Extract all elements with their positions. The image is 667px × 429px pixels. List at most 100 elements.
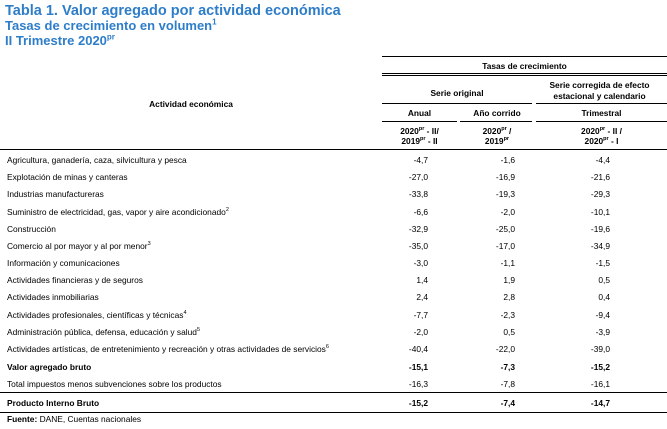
activity-label: Agricultura, ganadería, caza, silvicultu… — [7, 155, 187, 165]
period-quarter: - I — [608, 136, 619, 146]
value-anual: -15,2 — [408, 398, 428, 408]
footnote-ref: 1 — [212, 17, 217, 27]
total-rule — [0, 392, 667, 393]
preliminary-mark: pr — [603, 136, 609, 143]
table-bottom-rule — [0, 412, 667, 413]
footnote-ref: 2 — [225, 207, 229, 214]
period-quarter: - II / — [605, 126, 622, 136]
preliminary-mark: pr — [599, 126, 606, 133]
value-anual: -2,0 — [413, 327, 428, 337]
activity-label: Actividades financieras y de seguros — [7, 275, 143, 285]
table-title: Tabla 1. Valor agregado por actividad ec… — [5, 3, 341, 19]
table-row: Total impuestos menos subvenciones sobre… — [0, 376, 667, 393]
preliminary-mark: pr — [501, 126, 507, 133]
value-anual: -16,3 — [408, 379, 428, 389]
value-anual: -35,0 — [408, 241, 428, 251]
activity-name: Comercio al por mayor y al por menor3 — [7, 241, 151, 251]
activity-name: Actividades artísticas, de entretenimien… — [7, 344, 329, 354]
value-trimestral: -4,4 — [595, 155, 610, 165]
period-anual: 2020pr - II/ 2019pr - II — [382, 126, 457, 146]
value-anual: -32,9 — [408, 224, 428, 234]
header-rule — [536, 121, 667, 122]
period-year: 2020 — [581, 126, 600, 136]
value-trimestral: 0,4 — [598, 292, 610, 302]
table-row: Actividades artísticas, de entretenimien… — [0, 341, 667, 358]
activity-name: Producto Interno Bruto — [7, 398, 99, 408]
activity-name: Total impuestos menos subvenciones sobre… — [7, 379, 222, 389]
period-year: 2020 — [400, 126, 419, 136]
table-row: Valor agregado bruto -15,1 -7,3 -15,2 — [0, 359, 667, 376]
value-ano-corrido: -16,9 — [495, 172, 515, 182]
value-trimestral: -16,1 — [590, 379, 610, 389]
value-anual: -40,4 — [408, 344, 428, 354]
footnote-ref: 5 — [196, 327, 201, 334]
value-trimestral: -10,1 — [590, 207, 610, 217]
activity-name: Actividades inmobiliarias — [7, 292, 99, 302]
header-trimestral: Trimestral — [581, 108, 622, 118]
value-trimestral: -1,5 — [595, 258, 610, 268]
preliminary-mark: pr — [418, 126, 425, 133]
source-text: DANE, Cuentas nacionales — [37, 414, 142, 424]
table-row: Agricultura, ganadería, caza, silvicultu… — [0, 152, 667, 169]
value-ano-corrido: 1,9 — [503, 275, 515, 285]
value-trimestral: -3,9 — [595, 327, 610, 337]
table-row: Producto Interno Bruto -15,2 -7,4 -14,7 — [0, 395, 667, 412]
header-rule — [382, 75, 667, 76]
header-anual: Anual — [407, 108, 432, 118]
value-ano-corrido: -22,0 — [495, 344, 515, 354]
period-trimestral: 2020pr - II / 2020pr - I — [536, 126, 667, 146]
header-serie-original: Serie original — [430, 88, 484, 98]
period-year: 2019 — [484, 136, 504, 146]
header-ano-corrido: Año corrido — [473, 108, 521, 118]
header-rule — [382, 121, 457, 122]
value-anual: -15,1 — [408, 362, 428, 372]
footnote-ref: 3 — [147, 241, 151, 248]
period-text: II Trimestre 2020 — [5, 32, 107, 48]
value-trimestral: -9,4 — [595, 310, 610, 320]
period-year: 2020 — [482, 126, 502, 136]
header-bottom-rule — [0, 149, 667, 150]
value-trimestral: 0,5 — [598, 275, 610, 285]
activity-label: Comercio al por mayor y al por menor — [7, 241, 148, 251]
footnote-ref: 4 — [183, 310, 187, 317]
preliminary-mark: pr — [503, 136, 510, 143]
activity-name: Información y comunicaciones — [7, 258, 120, 268]
period-year: 2019 — [401, 136, 421, 146]
value-anual: -4,7 — [413, 155, 428, 165]
value-ano-corrido: 0,5 — [503, 327, 515, 337]
activity-name: Actividades profesionales, científicas y… — [7, 310, 187, 320]
value-trimestral: -14,7 — [590, 398, 610, 408]
period-ano-corrido: 2020pr / 2019pr — [460, 126, 534, 146]
value-trimestral: -34,9 — [590, 241, 610, 251]
value-ano-corrido: -19,3 — [495, 189, 515, 199]
table-row: Actividades financieras y de seguros 1,4 1… — [0, 272, 667, 289]
value-ano-corrido: -25,0 — [495, 224, 515, 234]
value-anual: 2,4 — [416, 292, 428, 302]
source-label: Fuente: — [7, 414, 38, 424]
table-row: Suministro de electricidad, gas, vapor y… — [0, 204, 667, 221]
table-row: Industrias manufactureras -33,8 -19,3 -29,3 — [0, 186, 667, 203]
value-trimestral: -29,3 — [590, 189, 610, 199]
value-ano-corrido: -7,8 — [500, 379, 515, 389]
activity-label: Actividades inmobiliarias — [7, 292, 99, 302]
table-subtitle: Tasas de crecimiento en volumen1 — [5, 17, 341, 34]
period-quarter: - II — [425, 136, 438, 146]
header-activity: Actividad económica — [149, 99, 233, 109]
header-rule — [460, 121, 532, 122]
activity-name: Explotación de minas y canteras — [7, 172, 128, 182]
table-row: Comercio al por mayor y al por menor3 -35… — [0, 238, 667, 255]
activity-label: Explotación de minas y canteras — [7, 172, 128, 182]
period-separator: / — [506, 126, 512, 136]
value-anual: -3,0 — [413, 258, 428, 268]
table-row: Administración pública, defensa, educaci… — [0, 324, 667, 341]
activity-name: Industrias manufactureras — [7, 189, 104, 199]
activity-label: Construcción — [7, 224, 56, 234]
activity-label: Información y comunicaciones — [7, 258, 120, 268]
value-anual: 1,4 — [416, 275, 428, 285]
preliminary-mark: pr — [106, 32, 115, 42]
subtitle-text: Tasas de crecimiento en volumen — [5, 18, 213, 33]
value-ano-corrido: -17,0 — [495, 241, 515, 251]
value-ano-corrido: -1,1 — [500, 258, 515, 268]
header-group: Tasas de crecimiento — [482, 61, 567, 71]
header-rule — [382, 73, 667, 74]
